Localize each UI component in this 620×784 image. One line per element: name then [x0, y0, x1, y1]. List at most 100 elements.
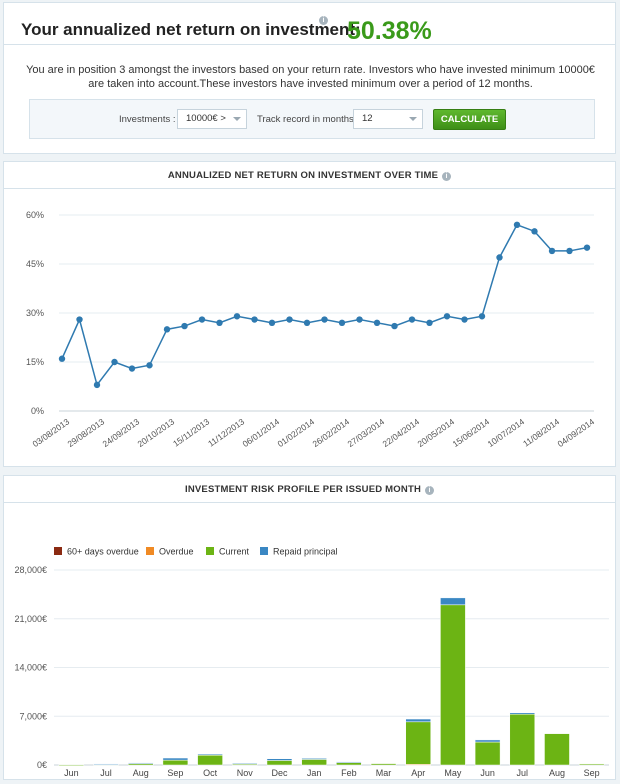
bar-segment [266, 760, 293, 766]
data-point [321, 316, 328, 323]
data-point [496, 254, 503, 261]
bar-segment [370, 763, 397, 766]
data-point [216, 319, 223, 326]
x-tick-label: Oct [203, 768, 218, 778]
x-tick-label: 15/06/2014 [451, 416, 492, 449]
data-point [338, 319, 346, 326]
x-tick-label: 11/08/2014 [521, 416, 561, 448]
x-tick-label: Aug [549, 768, 565, 778]
return-summary-panel: Your annualized net return on investment… [3, 2, 616, 154]
bar-chart-header: INVESTMENT RISK PROFILE PER ISSUED MONTH… [4, 476, 615, 503]
data-point [233, 313, 241, 320]
track-record-select[interactable]: 12 [353, 109, 423, 129]
series-line [61, 223, 588, 387]
data-point [198, 316, 206, 323]
position-description: You are in position 3 amongst the invest… [26, 64, 595, 90]
legend-label: 60+ days overdue [67, 547, 139, 557]
investments-select-value: 10000€ > [186, 113, 226, 124]
chevron-down-icon [233, 117, 241, 121]
data-point [93, 381, 101, 389]
info-icon[interactable]: i [442, 172, 452, 181]
x-tick-label: Sep [584, 768, 600, 778]
bar-segment [474, 739, 501, 743]
data-point [443, 313, 451, 320]
legend-swatch [146, 547, 154, 555]
line-chart: 0% 15% 30% 45% 60% 03/08/201329/08/201324/09/… [26, 210, 597, 449]
bar-segment [405, 721, 431, 765]
line-chart-header: ANNUALIZED NET RETURN ON INVESTMENT OVER… [4, 162, 615, 189]
data-point [268, 319, 276, 326]
legend-label: Overdue [159, 547, 194, 557]
data-point [111, 358, 118, 366]
info-icon[interactable]: i [319, 16, 328, 25]
x-tick-label: May [444, 768, 462, 778]
x-tick-label: 04/09/2014 [556, 416, 597, 449]
investments-select[interactable]: 10000€ > [177, 109, 247, 129]
data-point [478, 313, 486, 320]
bar-segment [162, 757, 189, 761]
bar-segment [544, 733, 570, 766]
y-tick-label: 21,000€ [14, 614, 47, 624]
return-header: Your annualized net return on investment… [4, 3, 615, 45]
bar-segment [474, 741, 501, 766]
track-record-select-value: 12 [362, 113, 373, 124]
bar-segment [405, 718, 431, 723]
x-tick-label: Jul [517, 768, 529, 778]
y-tick-label: 60% [26, 210, 44, 220]
bar-segment [197, 753, 223, 756]
data-point [58, 355, 66, 362]
x-tick-label: 20/10/2013 [136, 416, 177, 449]
x-tick-label: Jun [480, 768, 495, 778]
data-point [566, 247, 573, 255]
bar-segment [266, 758, 293, 761]
chevron-down-icon [409, 117, 417, 121]
legend-swatch [54, 547, 62, 555]
page-title: Your annualized net return on investment… [21, 20, 361, 39]
x-tick-label: 11/12/2013 [206, 416, 246, 448]
x-tick-label: 20/05/2014 [416, 416, 457, 449]
bar-segment [509, 712, 536, 715]
track-record-label: Track record in months: [257, 114, 357, 125]
bar-segment [301, 758, 327, 760]
x-tick-label: Sep [167, 768, 183, 778]
data-point [513, 221, 521, 228]
bar-segment [336, 761, 362, 763]
calculate-button[interactable]: CALCULATE [433, 109, 506, 130]
x-tick-label: 15/11/2013 [171, 416, 211, 448]
y-tick-label: 14,000€ [14, 663, 47, 673]
bar-segment [162, 759, 189, 766]
data-point [531, 228, 538, 235]
return-value: 50.38% [347, 17, 432, 45]
data-point [146, 362, 153, 369]
bar-segment [197, 755, 223, 766]
bar-segment [578, 763, 605, 766]
x-tick-label: Jul [100, 768, 112, 778]
y-tick-label: 0€ [37, 760, 47, 770]
x-tick-label: 06/01/2014 [241, 416, 282, 449]
info-icon[interactable]: i [425, 486, 435, 495]
x-tick-label: Jan [307, 768, 322, 778]
data-point [251, 316, 258, 323]
return-over-time-panel: ANNUALIZED NET RETURN ON INVESTMENT OVER… [3, 161, 616, 467]
y-tick-label: 15% [26, 357, 44, 367]
bar-segment [509, 713, 536, 766]
data-point [373, 319, 381, 326]
x-tick-label: Aug [133, 768, 149, 778]
x-tick-label: 10/07/2014 [486, 416, 527, 449]
bar-chart-title: INVESTMENT RISK PROFILE PER ISSUED MONTH [184, 484, 422, 495]
bar-chart: 60+ days overdue Overdue Current Repaid pri… [14, 547, 609, 784]
x-tick-label: 01/02/2014 [276, 416, 317, 449]
legend-label: Repaid principal [273, 547, 338, 557]
investments-label: Investments : [119, 114, 176, 125]
x-tick-label: Feb [341, 768, 357, 778]
bar-segment [232, 763, 258, 765]
y-tick-label: 28,000€ [14, 565, 47, 575]
data-point [128, 365, 136, 372]
bar-segment [336, 762, 362, 766]
x-tick-label: Jun [64, 768, 79, 778]
x-tick-label: 22/04/2014 [381, 416, 422, 449]
bar-segment [93, 763, 119, 766]
x-tick-label: 29/08/2013 [66, 416, 107, 449]
data-point [76, 316, 83, 323]
filter-bar: Investments : 10000€ > Track record in m… [29, 99, 595, 139]
